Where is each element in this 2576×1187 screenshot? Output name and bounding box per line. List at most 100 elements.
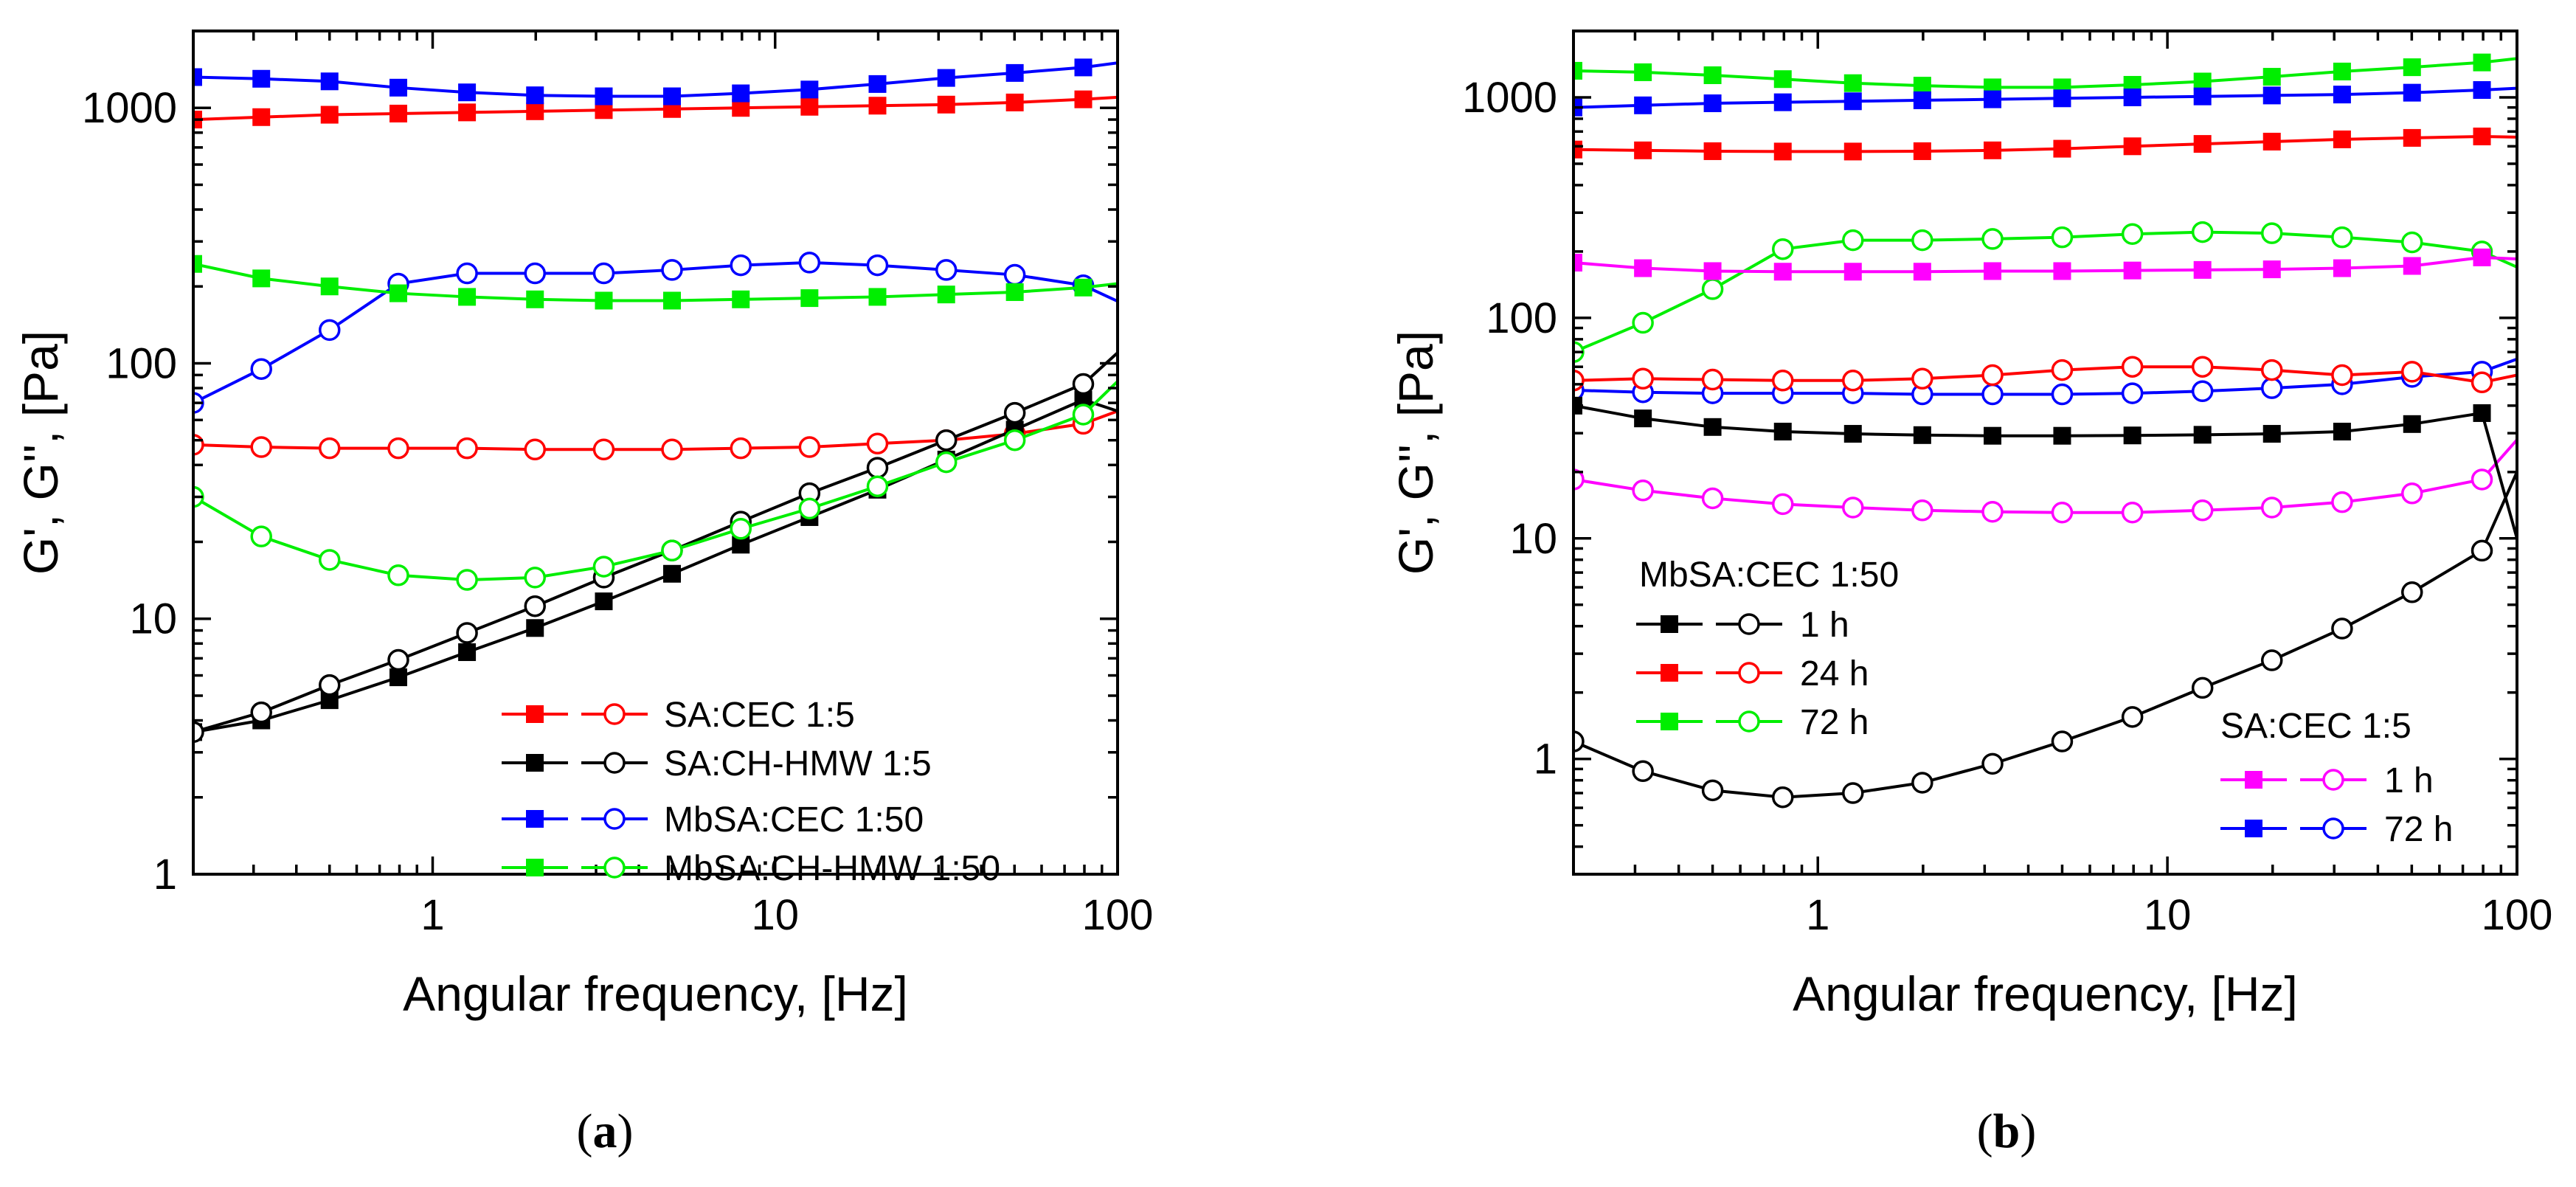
- data-point-square: [1703, 94, 1722, 113]
- data-point-circle: [2260, 359, 2283, 381]
- data-point-square: [2123, 88, 2142, 106]
- data-point-square: [458, 288, 477, 306]
- panel-a-plot-area: [193, 58, 1118, 744]
- data-point-square: [2403, 128, 2421, 147]
- data-point-square: [868, 288, 887, 306]
- data-point-square: [458, 643, 477, 662]
- data-point-circle: [592, 556, 615, 578]
- legend-label: SA:CH-HMW 1:5: [664, 744, 932, 783]
- data-point-square: [1634, 63, 1652, 81]
- chart-panel-b: 1 10 100 1 10 100 1000 MbSA:CEC 1:50 1 h 24 h 72 …: [1388, 30, 2553, 1158]
- legend-group-title: MbSA:CEC 1:50: [1639, 556, 1899, 595]
- data-point-circle: [524, 567, 546, 589]
- data-point-square: [2123, 137, 2142, 156]
- data-point-circle: [1772, 493, 1794, 516]
- data-point-circle: [866, 475, 889, 497]
- data-point-circle: [318, 674, 341, 696]
- data-point-square: [2262, 132, 2281, 150]
- panel-a-legend: SA:CEC 1:5 SA:CH-HMW 1:5 MbSA:CEC 1:50 MbSA…: [502, 696, 1000, 888]
- data-point-circle: [1003, 401, 1026, 424]
- legend-label: 72 h: [2384, 810, 2453, 849]
- panel-a-series-4: [193, 58, 1118, 105]
- data-point-square: [1703, 262, 1722, 280]
- data-point-square: [1005, 93, 1024, 111]
- data-point-square: [2053, 139, 2071, 158]
- data-point-square: [868, 75, 887, 93]
- data-point-circle: [1911, 499, 1933, 522]
- panel-b-y-axis-title: G', G'', [Pa]: [1388, 331, 1443, 575]
- data-point-circle: [1072, 373, 1095, 395]
- data-point-square: [1984, 90, 2002, 108]
- data-point-circle: [1003, 263, 1026, 286]
- data-point-square: [595, 87, 613, 105]
- data-point-circle: [2401, 231, 2423, 254]
- data-point-square: [2473, 404, 2491, 422]
- data-point-circle: [318, 319, 341, 342]
- data-point-circle: [1842, 782, 1864, 804]
- data-point-square: [1634, 259, 1652, 277]
- panel-b-label: (b): [1977, 1104, 2037, 1158]
- x-tick-label: 100: [2482, 891, 2553, 939]
- data-point-square: [800, 97, 819, 116]
- data-point-circle: [2331, 491, 2353, 513]
- data-point-circle: [661, 259, 683, 281]
- data-point-circle: [1701, 368, 1724, 391]
- legend-swatch-green: [502, 856, 648, 879]
- data-point-square: [1773, 263, 1792, 281]
- data-point-square: [1074, 90, 1093, 108]
- panel-b-label-letter: b: [1993, 1104, 2021, 1158]
- data-point-circle: [2260, 222, 2283, 244]
- data-point-square: [1005, 283, 1024, 301]
- data-point-square: [1703, 66, 1722, 84]
- legend-label: 72 h: [1800, 703, 1869, 742]
- data-point-circle: [2121, 356, 2144, 378]
- data-point-circle: [1632, 480, 1654, 502]
- data-point-circle: [1981, 501, 2004, 523]
- data-point-circle: [1701, 487, 1724, 510]
- data-point-square: [732, 290, 750, 308]
- data-point-square: [732, 84, 750, 103]
- legend-label: SA:CEC 1:5: [664, 696, 855, 735]
- data-point-circle: [730, 518, 752, 540]
- data-point-square: [1773, 70, 1792, 89]
- panel-b-x-axis-title: Angular frequency, [Hz]: [1793, 966, 2298, 1021]
- x-tick-label: 1: [420, 891, 444, 939]
- data-point-circle: [866, 254, 889, 277]
- data-point-circle: [193, 721, 204, 744]
- data-point-square: [1984, 426, 2002, 445]
- x-tick-label: 1: [1806, 891, 1829, 939]
- y-tick-label: 1000: [82, 84, 177, 132]
- data-point-circle: [2471, 468, 2493, 491]
- data-point-circle: [592, 262, 615, 285]
- data-point-circle: [1842, 496, 1864, 519]
- data-point-square: [458, 83, 477, 102]
- data-point-square: [1573, 61, 1582, 80]
- data-point-circle: [456, 622, 478, 644]
- data-point-square: [2193, 135, 2212, 153]
- data-point-circle: [2471, 539, 2493, 562]
- panel-a-label-open: (: [577, 1104, 593, 1158]
- data-point-circle: [798, 252, 821, 274]
- data-point-square: [389, 668, 407, 687]
- data-point-circle: [2121, 501, 2144, 524]
- data-point-circle: [387, 648, 409, 671]
- panel-b-series-6: [1573, 248, 2517, 281]
- data-point-square: [193, 68, 202, 86]
- data-point-square: [937, 69, 955, 87]
- y-tick-label: 1000: [1462, 74, 1557, 122]
- data-point-circle: [2401, 581, 2423, 603]
- data-point-circle: [2401, 361, 2423, 383]
- data-point-square: [1703, 418, 1722, 436]
- panel-b-ticks-layer: 1 10 100 1 10 100 1000: [1462, 30, 2553, 939]
- data-point-circle: [1772, 370, 1794, 392]
- legend-label: 24 h: [1800, 654, 1869, 693]
- y-tick-label: 100: [105, 339, 177, 387]
- data-point-square: [252, 269, 271, 288]
- panel-b-series-layer: [1573, 53, 2517, 809]
- data-point-circle: [1911, 367, 1933, 390]
- x-tick-label: 100: [1082, 891, 1154, 939]
- legend-swatch-magenta: [2220, 769, 2366, 791]
- data-point-circle: [935, 259, 958, 281]
- data-point-square: [1843, 74, 1862, 92]
